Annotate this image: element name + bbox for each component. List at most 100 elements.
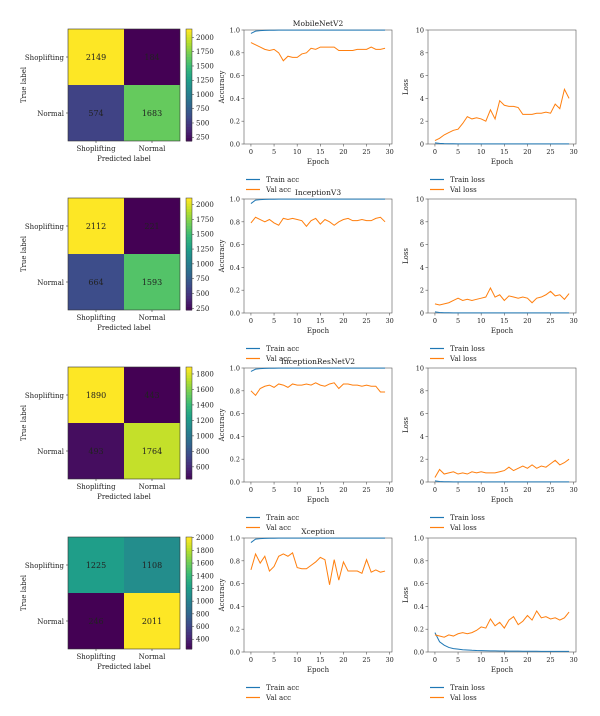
x-tick-label: 15 <box>500 656 508 664</box>
y-tick-label: 1.0 <box>230 196 240 204</box>
colorbar-tick-label: 1750 <box>196 216 214 224</box>
y-tick-label: Normal <box>37 448 64 456</box>
colorbar-segment <box>186 537 192 541</box>
colorbar-segment <box>186 369 192 374</box>
colorbar-segment <box>186 265 192 269</box>
y-tick-label: 6 <box>420 72 424 80</box>
x-tick-label: 10 <box>293 656 301 664</box>
colorbar-tick-label: 750 <box>196 105 209 113</box>
y-tick-label: 4 <box>420 95 424 103</box>
series-line-val-loss <box>434 87 570 142</box>
y-tick-label: 1.0 <box>414 535 424 543</box>
colorbar-segment <box>186 417 192 421</box>
colorbar-segment <box>186 68 192 72</box>
colorbar-segment <box>186 372 192 376</box>
y-tick-label: 0.8 <box>414 557 424 565</box>
x-axis-label: Epoch <box>307 666 330 674</box>
colorbar-segment <box>186 565 192 569</box>
matrix-cell <box>68 85 124 141</box>
colorbar-segment <box>186 107 192 111</box>
colorbar-segment <box>186 101 192 106</box>
colorbar-segment <box>186 604 192 608</box>
y-tick-label: Normal <box>37 279 64 287</box>
matrix-cell <box>124 537 180 593</box>
colorbar-segment <box>186 392 192 396</box>
y-tick-label: 0.6 <box>414 580 424 588</box>
loss-plot-4: 0 5 10 15 20 25 30 0.0 0.2 0.4 0.6 0.8 1.0 Epoch Loss T… <box>402 535 578 703</box>
y-tick-label: 0.0 <box>230 141 240 149</box>
colorbar-segment <box>186 270 192 275</box>
confusion-matrix-4: 1225 1108 246 2011 Shoplifting Normal Shoplift… <box>20 534 214 671</box>
colorbar-segment <box>186 209 192 213</box>
series-line-val-loss <box>434 458 570 478</box>
plot-title: MobileNetV2 <box>293 19 344 28</box>
matrix-cell <box>124 254 180 310</box>
accuracy-plot-2: InceptionV3 0 5 10 15 20 25 30 0.0 0.2 0.4 0.6 0.8 1.… <box>218 188 394 363</box>
x-tick-label: Normal <box>139 314 166 322</box>
cell-value-label: 221 <box>144 222 159 231</box>
x-tick-label: 10 <box>293 317 301 325</box>
y-tick-label: 4 <box>420 264 424 272</box>
y-tick-label: 4 <box>420 433 424 441</box>
matrix-cell <box>124 29 180 85</box>
matrix-cell <box>68 593 124 649</box>
colorbar-tick-label: 1000 <box>196 91 214 99</box>
x-axis-label: Predicted label <box>97 663 152 671</box>
y-tick-label: Normal <box>37 110 64 118</box>
colorbar-segment <box>186 632 192 636</box>
colorbar-segment <box>186 304 192 308</box>
y-tick-label: 0.4 <box>230 603 240 611</box>
colorbar-tick-label: 800 <box>196 610 209 618</box>
y-axis-label: Loss <box>402 587 410 603</box>
colorbar-segment <box>186 607 192 611</box>
colorbar-segment <box>186 431 192 435</box>
colorbar-segment <box>186 284 192 289</box>
colorbar-segment <box>186 115 192 120</box>
colorbar-segment <box>186 124 192 128</box>
y-tick-label: 0.2 <box>414 626 424 634</box>
x-tick-label: 25 <box>546 486 554 494</box>
colorbar-segment <box>186 217 192 221</box>
y-axis-label: Accuracy <box>218 240 226 274</box>
y-axis-label: Loss <box>402 79 410 95</box>
x-axis-label: Epoch <box>491 158 514 166</box>
colorbar-segment <box>186 400 192 404</box>
colorbar-segment <box>186 386 192 390</box>
confusion-matrix-3: 1890 443 493 1764 Shoplifting Normal Shoplifti… <box>20 366 214 501</box>
x-tick-label: 0 <box>433 486 437 494</box>
colorbar-segment <box>186 403 192 407</box>
colorbar-segment <box>186 551 192 555</box>
colorbar-segment <box>186 234 192 238</box>
matrix-frame <box>67 197 181 311</box>
legend-label: Train loss <box>450 345 485 353</box>
colorbar-tick-label: 1500 <box>196 231 214 239</box>
colorbar-tick-label: 2000 <box>196 201 214 209</box>
colorbar-tick-label: 1750 <box>196 48 214 56</box>
colorbar-segment <box>186 595 192 600</box>
colorbar-segment <box>186 593 192 597</box>
x-tick-label: 0 <box>249 486 253 494</box>
series-line-train-acc <box>250 198 386 204</box>
legend-label: Train acc <box>266 176 299 184</box>
y-tick-label: Normal <box>37 618 64 626</box>
matrix-cell <box>68 198 124 254</box>
loss-plot-3: 0 5 10 15 20 25 30 0 2 4 6 8 10 Epoch Loss Train loss Va… <box>402 365 578 533</box>
colorbar-segment <box>186 473 192 477</box>
matrix-cell <box>124 85 180 141</box>
colorbar-segment <box>186 423 192 427</box>
y-tick-label: Shoplifting <box>25 392 65 400</box>
colorbar-segment <box>186 378 192 382</box>
x-tick-label: 5 <box>272 486 276 494</box>
x-tick-label: 5 <box>456 317 460 325</box>
colorbar-segment <box>186 539 192 544</box>
colorbar-segment <box>186 43 192 47</box>
colorbar-segment <box>186 626 192 630</box>
cell-value-label: 443 <box>144 391 159 400</box>
colorbar-segment <box>186 79 192 83</box>
y-tick-label: 0.6 <box>230 241 240 249</box>
cell-value-label: 184 <box>144 53 159 62</box>
x-axis-label: Predicted label <box>97 155 152 163</box>
colorbar-tick-label: 1000 <box>196 598 214 606</box>
colorbar-segment <box>186 590 192 594</box>
